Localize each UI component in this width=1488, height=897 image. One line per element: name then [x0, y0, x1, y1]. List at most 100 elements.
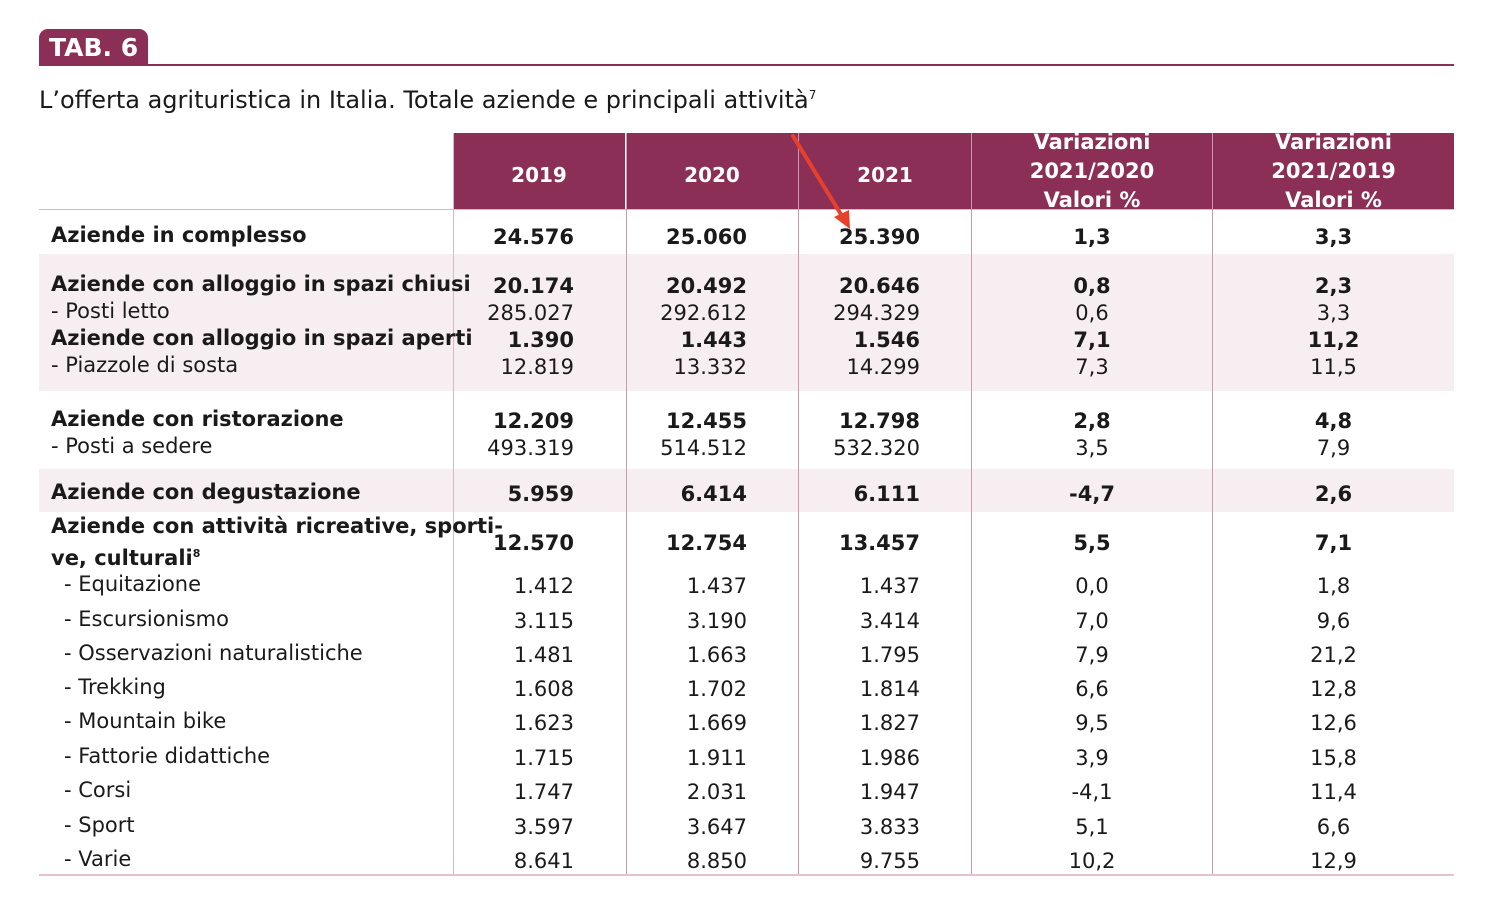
- cell-var-2020: 0,0: [1075, 574, 1109, 598]
- cell-var-2020: 3,9: [1075, 746, 1109, 770]
- col-header-2021: 2021: [799, 133, 971, 210]
- row-label: - Equitazione: [64, 572, 202, 596]
- cell-2021: 1.546: [853, 328, 920, 352]
- table-row: Aziende con alloggio in spazi aperti 1.3…: [0, 324, 1488, 352]
- table-row: - Varie 8.641 8.850 9.755 10,2 12,9: [0, 845, 1488, 873]
- table-row: - Escursionismo 3.115 3.190 3.414 7,0 9,…: [0, 605, 1488, 633]
- header-rule: [39, 64, 1454, 66]
- cell-var-2019: 1,8: [1316, 574, 1351, 598]
- cell-2019: 5.959: [507, 482, 574, 506]
- table-badge: TAB. 6: [39, 29, 149, 65]
- table-row: - Corsi 1.747 2.031 1.947 -4,1 11,4: [0, 776, 1488, 804]
- row-label: - Corsi: [64, 778, 132, 802]
- row-label: - Piazzole di sosta: [51, 353, 239, 377]
- table-title-text: L’offerta agrituristica in Italia. Total…: [39, 86, 809, 114]
- cell-var-2019: 4,8: [1314, 409, 1353, 433]
- cell-2019: 12.209: [492, 409, 574, 433]
- table-row: Aziende con attività ricreative, sporti-…: [0, 513, 1488, 572]
- cell-2021: 14.299: [846, 355, 920, 379]
- cell-2019: 3.115: [513, 609, 574, 633]
- cell-var-2019: 2,3: [1314, 274, 1353, 298]
- cell-2020: 12.455: [665, 409, 747, 433]
- cell-2019: 24.576: [492, 225, 574, 249]
- cell-2021: 1.437: [859, 574, 920, 598]
- cell-2019: 1.623: [513, 711, 574, 735]
- header-baseline: [39, 209, 1454, 210]
- cell-2020: 1.911: [686, 746, 747, 770]
- cell-2019: 3.597: [513, 815, 574, 839]
- cell-2021: 3.414: [859, 609, 920, 633]
- cell-var-2019: 9,6: [1316, 609, 1351, 633]
- col-header-var-2020-line2: Valori %: [1043, 188, 1141, 212]
- cell-var-2020: -4,7: [1069, 482, 1115, 506]
- row-label: - Sport: [64, 813, 135, 837]
- cell-var-2020: -4,1: [1071, 780, 1113, 804]
- row-label-line1: Aziende con attività ricreative, sporti-: [51, 514, 503, 538]
- table-title: L’offerta agrituristica in Italia. Total…: [39, 86, 816, 114]
- table-row: - Posti letto 285.027 292.612 294.329 0,…: [0, 297, 1488, 325]
- cell-var-2020: 7,9: [1075, 643, 1109, 667]
- cell-2019: 12.570: [492, 531, 574, 555]
- cell-2020: 2.031: [686, 780, 747, 804]
- cell-2020: 514.512: [660, 436, 747, 460]
- row-label: Aziende con degustazione: [51, 480, 361, 504]
- cell-var-2020: 10,2: [1068, 849, 1116, 873]
- row-label: Aziende con alloggio in spazi chiusi: [51, 272, 471, 296]
- col-header-2019: 2019: [453, 133, 625, 210]
- cell-var-2019: 15,8: [1310, 746, 1357, 770]
- cell-2019: 1.481: [513, 643, 574, 667]
- row-label: Aziende in complesso: [51, 223, 307, 247]
- cell-2021: 1.814: [859, 677, 920, 701]
- column-divider: [626, 133, 627, 875]
- column-divider: [1212, 133, 1213, 875]
- cell-var-2020: 0,8: [1073, 274, 1111, 298]
- table-row: Aziende con degustazione 5.959 6.414 6.1…: [0, 478, 1488, 506]
- cell-var-2019: 3,3: [1316, 301, 1351, 325]
- cell-2019: 1.412: [513, 574, 574, 598]
- cell-2020: 12.754: [665, 531, 747, 555]
- annotation-arrow-icon: [791, 134, 850, 229]
- cell-2019: 8.641: [513, 849, 574, 873]
- cell-var-2019: 6,6: [1316, 815, 1351, 839]
- cell-2021: 6.111: [853, 482, 920, 506]
- cell-2021: 12.798: [838, 409, 920, 433]
- row-label: - Osservazioni naturalistiche: [64, 641, 363, 665]
- cell-var-2020: 5,1: [1075, 815, 1109, 839]
- cell-2021: 1.947: [859, 780, 920, 804]
- cell-2019: 1.390: [507, 328, 574, 352]
- table-row: - Sport 3.597 3.647 3.833 5,1 6,6: [0, 811, 1488, 839]
- column-divider: [971, 133, 972, 875]
- cell-2021: 3.833: [859, 815, 920, 839]
- footnote-ref: 8: [192, 547, 201, 560]
- row-label: - Varie: [64, 847, 132, 871]
- cell-2019: 1.608: [513, 677, 574, 701]
- cell-2019: 1.747: [513, 780, 574, 804]
- cell-var-2019: 7,1: [1314, 531, 1353, 555]
- table-row: Aziende con ristorazione 12.209 12.455 1…: [0, 405, 1488, 433]
- table-row: Aziende con alloggio in spazi chiusi 20.…: [0, 270, 1488, 298]
- row-label: - Posti a sedere: [51, 434, 213, 458]
- cell-var-2020: 1,3: [1073, 225, 1111, 249]
- cell-2019: 1.715: [513, 746, 574, 770]
- row-label: - Trekking: [64, 675, 166, 699]
- band-alloggio: [39, 254, 1454, 391]
- table-row: - Piazzole di sosta 12.819 13.332 14.299…: [0, 351, 1488, 379]
- row-label-line2-text: ve, culturali: [51, 546, 193, 570]
- cell-2021: 532.320: [833, 436, 920, 460]
- col-header-var-2019-line1: Variazioni 2021/2019: [1271, 130, 1396, 183]
- row-label: Aziende con alloggio in spazi aperti: [51, 326, 473, 350]
- row-label: - Mountain bike: [64, 709, 227, 733]
- table-row: - Trekking 1.608 1.702 1.814 6,6 12,8: [0, 673, 1488, 701]
- cell-2021: 294.329: [833, 301, 920, 325]
- cell-2021: 9.755: [859, 849, 920, 873]
- cell-2021: 1.795: [859, 643, 920, 667]
- row-label: - Posti letto: [51, 299, 170, 323]
- cell-2020: 20.492: [665, 274, 747, 298]
- cell-var-2019: 3,3: [1314, 225, 1353, 249]
- cell-var-2020: 3,5: [1075, 436, 1109, 460]
- row-label: Aziende con attività ricreative, sporti-…: [51, 513, 503, 572]
- cell-2021: 13.457: [838, 531, 920, 555]
- cell-2020: 1.702: [686, 677, 747, 701]
- row-label-line2: ve, culturali8: [51, 540, 503, 572]
- cell-2020: 1.437: [686, 574, 747, 598]
